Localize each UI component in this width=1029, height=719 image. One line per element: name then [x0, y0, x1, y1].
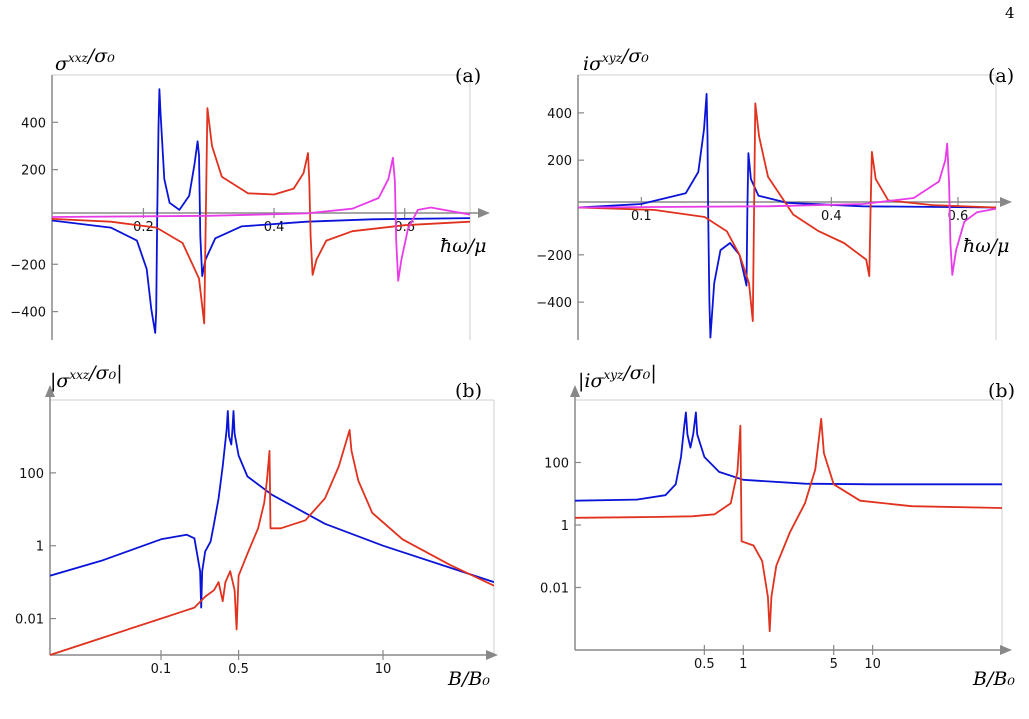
y-tick-label: 1 [561, 519, 569, 534]
panel-label: (a) [455, 65, 481, 87]
series-group [52, 88, 470, 334]
y-tick-label: 200 [21, 164, 46, 179]
y-tick-label: −400 [536, 296, 572, 311]
series-group [50, 410, 494, 656]
series-line-magenta [578, 142, 996, 276]
series-line-magenta [52, 156, 470, 282]
y-tick-label: 0.01 [540, 582, 569, 597]
x-tick-label: 0.4 [264, 220, 285, 235]
y-axis-label: σxxz/σ₀ [55, 45, 115, 75]
y-axis-label: iσxyz/σ₀ [583, 45, 649, 75]
panel-bottom-left: 100 1 0.01 0.1 0.5 10 |σxxz/σ₀| B/B₀ (b) [0, 362, 500, 710]
panel-label: (b) [455, 380, 482, 402]
page-number: 4 [1005, 4, 1015, 22]
x-axis-label: ħω/μ [440, 235, 486, 257]
series-line-red [575, 417, 1002, 633]
y-tick-label: 1 [36, 540, 44, 555]
series-group [578, 93, 996, 339]
x-tick-label: 0.4 [821, 209, 842, 224]
series-line-red [50, 429, 494, 656]
panel-label: (b) [988, 380, 1015, 402]
x-axis-label: B/B₀ [447, 668, 490, 690]
y-tick-label: 100 [19, 467, 44, 482]
panel-bottom-right: 100 1 0.01 0.5 1 5 10 |iσxyz/σ₀| B/B₀ (b) [515, 362, 1029, 710]
x-tick-label: 10 [375, 662, 392, 677]
panel-top-right: 400 200 −200 −400 0.1 0.4 0.6 iσxyz/σ₀ ħω/μ (a) [515, 40, 1029, 350]
x-tick-label: 5 [830, 657, 838, 672]
chart-top-right: 400 200 −200 −400 0.1 0.4 0.6 iσxyz/σ₀ ħω/μ (a) [536, 45, 1014, 340]
y-tick-label: 400 [547, 107, 572, 122]
x-tick-label: 0.6 [948, 209, 969, 224]
series-line-red [578, 102, 996, 322]
panel-top-left: 400 200 −200 −400 0.2 0.4 0.6 σxxz/σ₀ ħω/μ (a) [0, 40, 500, 350]
x-axis-arrow [1000, 645, 1012, 655]
y-tick-label: 200 [547, 154, 572, 169]
y-axis-arrow [570, 385, 580, 397]
panel-label: (a) [988, 65, 1014, 87]
x-axis-arrow [1000, 197, 1012, 207]
x-axis-label: ħω/μ [963, 235, 1009, 257]
x-tick-label: 0.5 [694, 657, 715, 672]
x-tick-label: 0.1 [151, 662, 172, 677]
series-line-blue [578, 93, 996, 339]
chart-bottom-left: 100 1 0.01 0.1 0.5 10 |σxxz/σ₀| B/B₀ (b) [15, 362, 498, 690]
x-tick-label: 0.1 [631, 209, 652, 224]
x-tick-label: 0.2 [133, 220, 154, 235]
y-axis-label: |σxxz/σ₀| [50, 362, 123, 392]
chart-bottom-right: 100 1 0.01 0.5 1 5 10 |iσxyz/σ₀| B/B₀ (b) [540, 362, 1015, 690]
x-tick-label: 1 [739, 657, 747, 672]
y-axis-arrow [45, 385, 55, 397]
x-tick-label: 10 [864, 657, 881, 672]
y-tick-label: 0.01 [15, 613, 44, 628]
y-axis-label: |iσxyz/σ₀| [578, 362, 657, 392]
y-tick-label: 100 [544, 457, 569, 472]
series-line-blue [575, 411, 1002, 502]
y-tick-label: −200 [10, 258, 46, 273]
y-tick-label: −400 [10, 306, 46, 321]
x-axis-arrow [486, 650, 498, 660]
series-group [575, 411, 1002, 633]
series-line-blue [52, 88, 470, 334]
x-tick-label: 0.5 [228, 662, 249, 677]
x-axis-label: B/B₀ [972, 668, 1015, 690]
y-tick-label: 400 [21, 116, 46, 131]
series-line-red [52, 107, 470, 325]
y-tick-label: −200 [536, 249, 572, 264]
series-line-blue [50, 410, 494, 609]
x-axis-arrow [478, 208, 490, 218]
